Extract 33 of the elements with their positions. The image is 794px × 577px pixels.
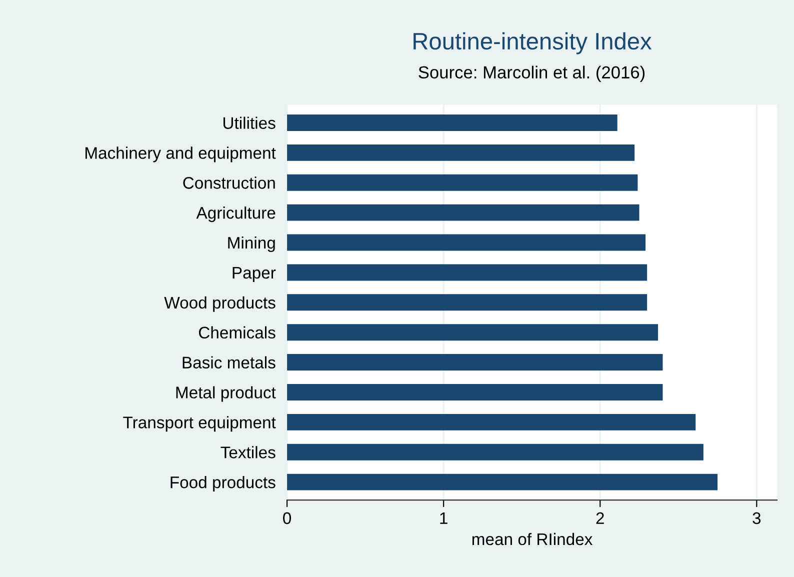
x-tick-label: 1 xyxy=(440,512,448,524)
bar xyxy=(287,144,635,161)
bar xyxy=(287,204,640,221)
x-tick-label: 2 xyxy=(596,512,604,524)
bar xyxy=(287,264,648,281)
y-tick-label: Machinery and equipment xyxy=(86,146,276,162)
bar xyxy=(287,414,696,430)
bar xyxy=(287,324,658,341)
x-axis-title: mean of RIindex xyxy=(472,532,593,546)
y-tick-label: Mining xyxy=(228,236,275,252)
y-tick-label: Agriculture xyxy=(196,206,276,222)
bar xyxy=(287,384,663,400)
y-tick-label: Construction xyxy=(183,176,275,189)
x-tick-label: 3 xyxy=(752,512,761,524)
chart-subtitle: Source: Marcolin et al. (2016) xyxy=(418,66,645,82)
x-tick-label: 0 xyxy=(283,512,292,524)
bar xyxy=(287,444,704,460)
bar xyxy=(287,114,618,131)
y-tick-label: Transport equipment xyxy=(123,416,276,432)
bar xyxy=(287,294,648,311)
y-tick-label: Metal product xyxy=(176,386,276,402)
y-tick-label: Paper xyxy=(232,267,276,282)
chart-title: Routine-intensity Index xyxy=(414,32,652,54)
bar xyxy=(287,474,718,490)
bar xyxy=(287,354,663,371)
y-tick-label: Chemicals xyxy=(198,326,276,339)
bar xyxy=(287,174,638,191)
y-tick-label: Wood products xyxy=(164,296,276,312)
y-tick-label: Basic metals xyxy=(182,356,276,368)
y-tick-label: Utilities xyxy=(223,116,276,129)
y-tick-label: Food products xyxy=(170,476,276,492)
y-tick-label: Textiles xyxy=(220,446,276,458)
bar xyxy=(287,234,646,251)
